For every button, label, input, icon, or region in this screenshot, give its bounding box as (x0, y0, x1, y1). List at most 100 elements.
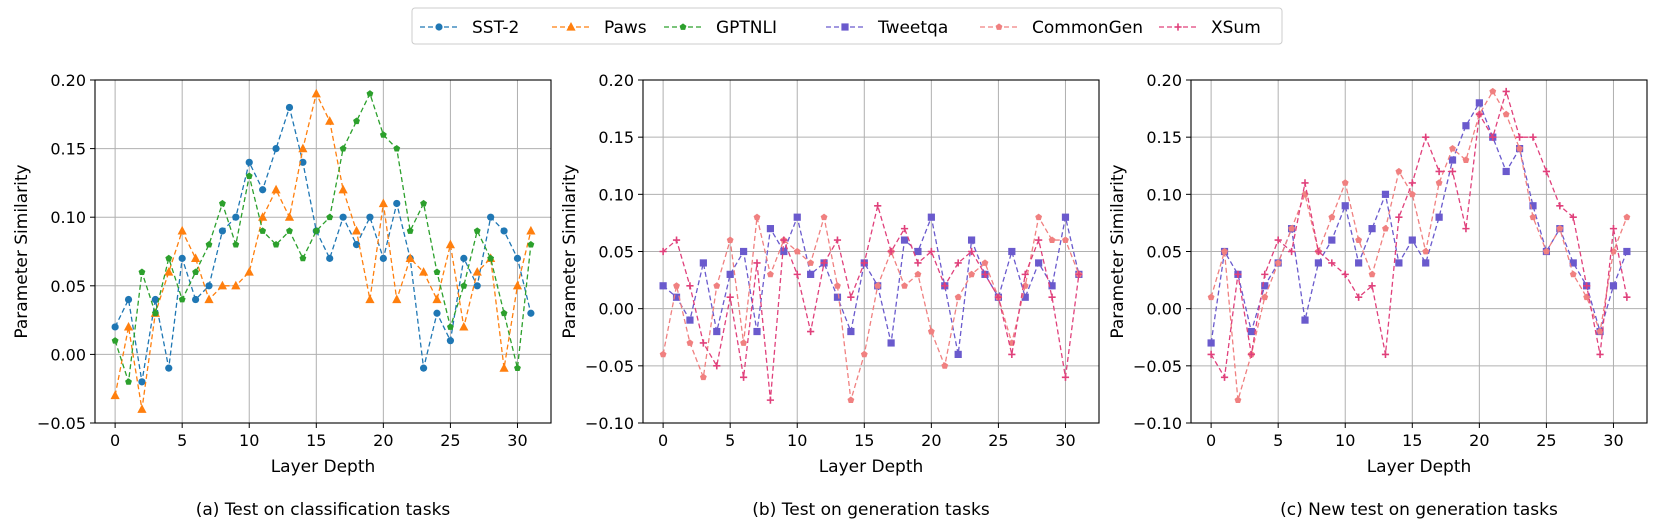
panel-c: 0 5 10 15 20 25 30 −0.10 −0.05 0.00 0.05 0.10 0.15 0.… (1108, 71, 1648, 520)
x-tick-label: 30 (1603, 431, 1623, 450)
data-point-paws (445, 239, 456, 249)
data-point-xsum (1395, 213, 1403, 221)
data-point-sst-2 (446, 337, 455, 345)
data-point-xsum (927, 247, 935, 256)
data-point-tweetqa (927, 213, 935, 221)
data-point-tweetqa (914, 247, 922, 256)
legend: SST-2 Paws GPTNLI Tweetqa CommonGen XSum (411, 7, 1283, 45)
data-point-gptnli (286, 227, 293, 234)
data-point-xsum (847, 293, 855, 301)
data-point-gptnli (460, 282, 468, 289)
data-point-gptnli (192, 268, 200, 275)
data-point-commongen (1234, 396, 1242, 404)
data-point-commongen (753, 213, 761, 221)
data-point-xsum (1462, 225, 1470, 233)
data-point-paws (123, 321, 134, 331)
data-point-commongen (793, 247, 801, 255)
data-point-commongen (1328, 213, 1336, 221)
data-point-tweetqa (672, 293, 681, 301)
data-point-commongen (1274, 259, 1282, 266)
data-point-xsum (1596, 350, 1604, 358)
data-point-gptnli (205, 241, 213, 248)
legend-marker-paws (566, 22, 576, 31)
data-point-commongen (914, 270, 922, 278)
data-point-commongen (1355, 236, 1363, 243)
data-point-paws (405, 253, 415, 262)
data-point-tweetqa (1502, 167, 1510, 176)
x-tick-label: 5 (725, 431, 735, 450)
data-point-gptnli (299, 254, 307, 262)
data-point-tweetqa (887, 339, 895, 347)
data-point-xsum (1261, 270, 1269, 278)
data-point-gptnli (393, 145, 401, 152)
data-point-gptnli (218, 199, 226, 207)
data-point-commongen (1288, 225, 1296, 232)
data-point-commongen (1261, 293, 1269, 301)
x-tick-label: 10 (787, 431, 807, 450)
data-point-xsum (1207, 350, 1215, 358)
x-tick-label: 30 (507, 431, 527, 450)
data-point-tweetqa (1462, 122, 1470, 130)
data-point-sst-2 (419, 364, 428, 372)
data-point-xsum (1502, 87, 1510, 96)
data-point-sst-2 (500, 227, 508, 235)
data-point-tweetqa (726, 270, 734, 278)
data-point-tweetqa (1408, 236, 1416, 244)
data-point-gptnli (232, 241, 240, 248)
data-point-gptnli (339, 145, 347, 152)
data-point-commongen (807, 259, 815, 266)
data-point-sst-2 (272, 145, 280, 153)
data-point-xsum (994, 293, 1003, 301)
data-point-tweetqa (1008, 247, 1016, 256)
data-point-xsum (941, 282, 949, 290)
x-tick-label: 15 (854, 431, 874, 450)
data-point-sst-2 (151, 295, 159, 304)
data-point-xsum (1355, 293, 1363, 301)
data-point-xsum (807, 327, 815, 336)
data-point-tweetqa (1328, 236, 1336, 244)
data-point-commongen (740, 339, 748, 346)
data-point-xsum (1287, 247, 1296, 256)
data-point-xsum (1368, 282, 1376, 290)
data-point-xsum (1048, 293, 1056, 301)
data-point-tweetqa (1569, 259, 1577, 267)
data-point-tweetqa (1381, 190, 1390, 198)
data-point-tweetqa (1448, 156, 1457, 164)
data-point-paws (392, 294, 402, 304)
data-point-sst-2 (124, 295, 133, 304)
data-point-tweetqa (954, 350, 962, 358)
data-point-sst-2 (339, 213, 347, 221)
data-point-commongen (1462, 156, 1470, 163)
data-point-paws (164, 267, 174, 276)
data-point-tweetqa (713, 327, 721, 336)
data-point-gptnli (259, 227, 267, 234)
data-point-sst-2 (433, 309, 441, 317)
x-tick-label: 20 (373, 431, 393, 450)
data-point-sst-2 (165, 364, 173, 372)
data-point-paws (258, 212, 268, 221)
data-point-commongen (834, 282, 841, 289)
data-point-commongen (1035, 213, 1043, 221)
data-point-sst-2 (366, 213, 374, 221)
y-tick-label: 0.15 (598, 128, 634, 147)
data-point-paws (298, 143, 308, 153)
data-point-gptnli (379, 131, 387, 138)
data-point-commongen (1449, 145, 1456, 152)
data-point-xsum (1609, 225, 1618, 233)
y-axis-label: Parameter Similarity (1108, 164, 1128, 338)
data-point-commongen (1516, 145, 1524, 152)
data-point-paws (217, 280, 228, 290)
y-tick-label: −0.05 (585, 357, 634, 376)
data-point-tweetqa (1355, 259, 1363, 267)
x-tick-label: 15 (306, 431, 326, 450)
data-point-tweetqa (686, 316, 694, 324)
data-point-paws (231, 280, 241, 290)
data-point-gptnli (527, 241, 535, 248)
data-point-gptnli (272, 241, 280, 248)
data-point-commongen (1596, 327, 1604, 335)
data-point-xsum (1314, 247, 1323, 256)
data-point-xsum (1328, 259, 1336, 267)
data-point-xsum (753, 259, 761, 267)
data-point-commongen (1435, 179, 1443, 186)
